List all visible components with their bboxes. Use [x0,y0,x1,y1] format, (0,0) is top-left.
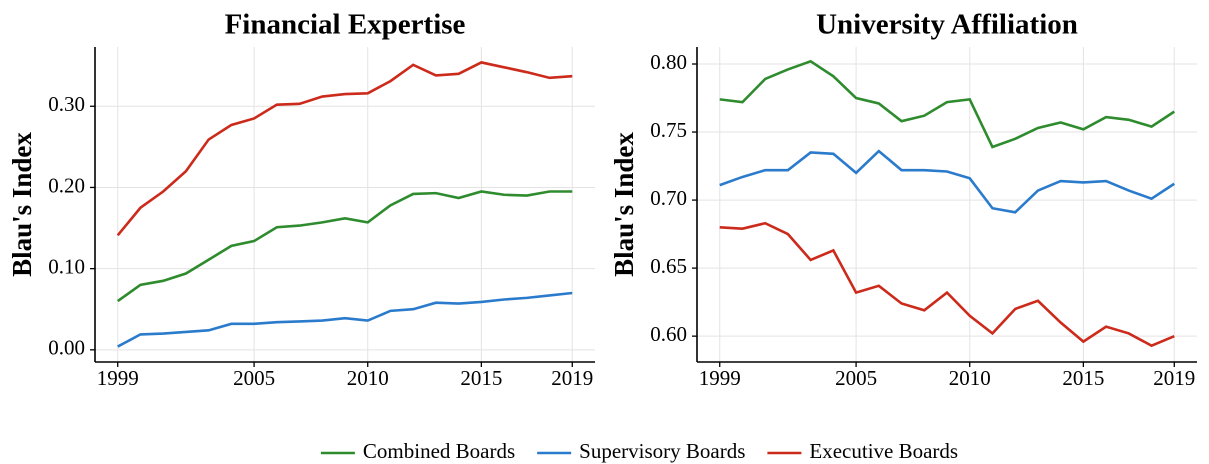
y-tick-label: 0.30 [48,92,85,116]
legend-label: Supervisory Boards [579,439,745,463]
chart-title: University Affiliation [816,9,1078,41]
y-tick-label: 0.70 [650,186,687,210]
x-tick-label: 2015 [460,366,502,390]
y-tick-label: 0.00 [48,336,85,360]
series-line [719,59,1175,149]
y-axis-label: Blau's Index [7,132,37,277]
series-line [116,190,573,303]
y-tick-label: 0.60 [650,322,687,346]
y-axis-label: Blau's Index [609,132,639,277]
y-tick-label: 0.20 [48,173,85,197]
chart-title: Financial Expertise [225,9,466,41]
x-tick-label: 1999 [699,366,741,390]
series-line [116,61,573,237]
x-tick-label: 2019 [551,366,593,390]
x-tick-label: 1999 [97,366,139,390]
x-tick-label: 2005 [835,366,877,390]
y-tick-label: 0.10 [48,254,85,278]
x-tick-label: 2010 [347,366,389,390]
legend-label: Executive Boards [809,439,958,463]
x-tick-label: 2019 [1153,366,1195,390]
y-tick-label: 0.75 [650,118,687,142]
series-line [719,149,1175,214]
y-tick-label: 0.65 [650,254,687,278]
series-line [117,291,573,348]
series-line [719,221,1175,348]
x-tick-label: 2005 [233,366,275,390]
x-tick-label: 2015 [1062,366,1104,390]
y-tick-label: 0.80 [650,50,687,74]
x-tick-label: 2010 [949,366,991,390]
legend-label: Combined Boards [363,439,515,463]
